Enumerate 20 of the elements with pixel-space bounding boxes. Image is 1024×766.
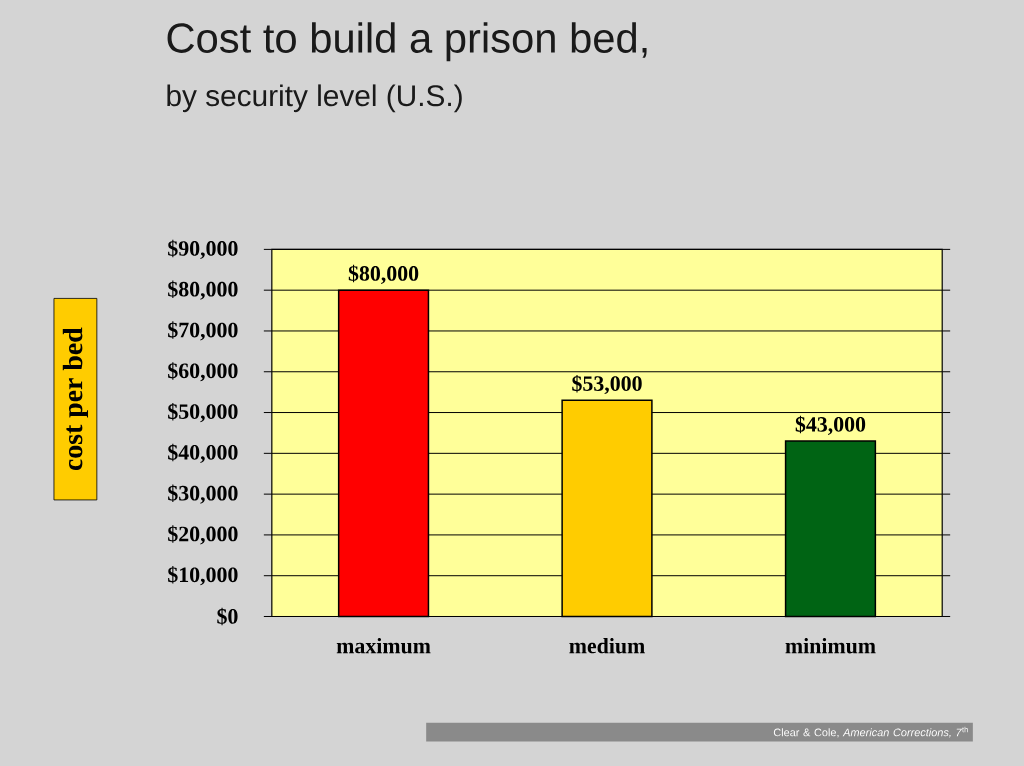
chart-subtitle: by security level (U.S.) xyxy=(167,84,462,113)
y-tick-label: $10,000 xyxy=(168,566,238,586)
y-tick-label: $0 xyxy=(217,607,238,626)
data-label: $53,000 xyxy=(572,374,642,395)
data-label: $80,000 xyxy=(348,264,419,284)
y-tick-label: $50,000 xyxy=(168,402,238,423)
x-tick-label: maximum xyxy=(336,637,431,654)
y-axis-title: cost per bed xyxy=(62,327,89,471)
y-tick-label: $30,000 xyxy=(168,484,238,504)
y-tick-label: $40,000 xyxy=(168,443,238,463)
chart-title: Cost to build a prison bed, xyxy=(167,22,647,62)
data-label: $43,000 xyxy=(795,415,866,435)
x-tick-label: minimum xyxy=(785,637,876,654)
y-tick-label: $20,000 xyxy=(168,525,238,545)
y-tick-label: $70,000 xyxy=(168,321,238,341)
x-tick-label: medium xyxy=(569,637,645,654)
text: Clear & Cole, American Corrections, 7$^{th}$ xyxy=(773,726,968,738)
y-tick-label: $90,000 xyxy=(168,239,238,259)
y-tick-label: $60,000 xyxy=(168,362,238,382)
y-tick-label: $80,000 xyxy=(168,280,238,300)
